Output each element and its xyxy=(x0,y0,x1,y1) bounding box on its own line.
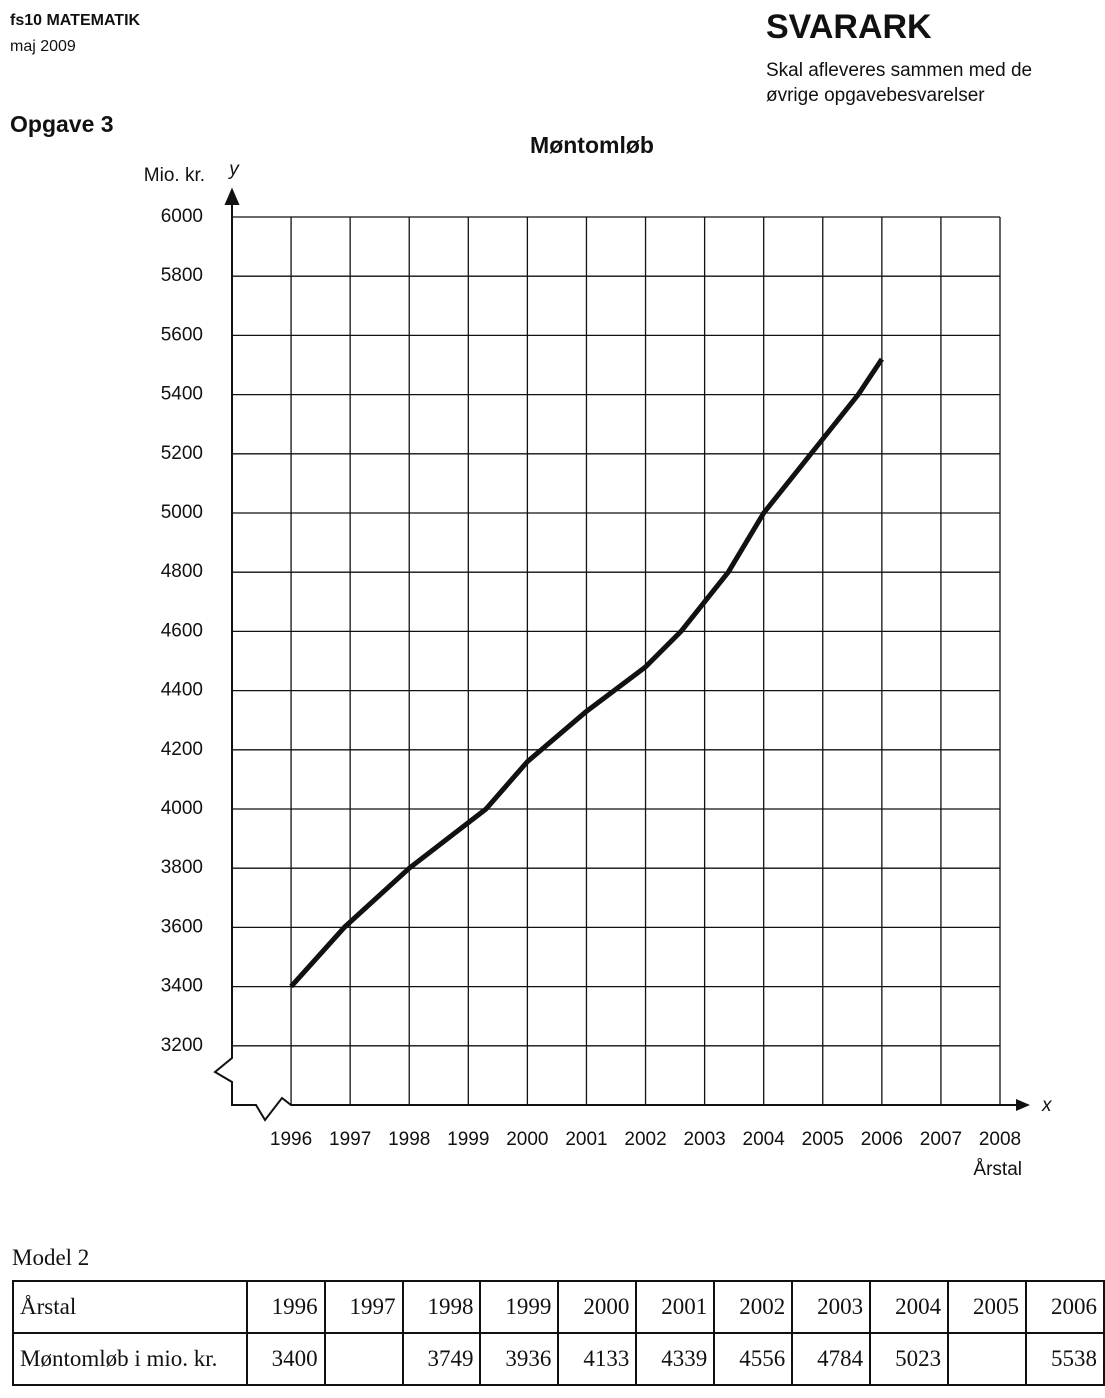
y-tick-label: 3800 xyxy=(161,857,203,878)
table-cell: 1999 xyxy=(479,1280,560,1334)
x-tick-label: 1998 xyxy=(388,1129,430,1150)
table-cell: 4556 xyxy=(713,1332,794,1386)
table-cell: 2001 xyxy=(635,1280,716,1334)
y-tick-label: 5400 xyxy=(161,384,203,405)
x-axis-name: x xyxy=(1041,1095,1053,1116)
chart-title: Møntomløb xyxy=(530,132,654,158)
y-axis xyxy=(224,187,240,1048)
table-cell xyxy=(947,1332,1027,1386)
table-cell: 3400 xyxy=(245,1332,326,1386)
table-cell: 2002 xyxy=(713,1280,794,1334)
note: Skal afleveres sammen med de xyxy=(766,60,1033,81)
y-tick-label: 3200 xyxy=(161,1035,203,1056)
date: maj 2009 xyxy=(10,38,76,55)
table-cell: Møntomløb i mio. kr. xyxy=(12,1332,248,1386)
y-tick-label: 6000 xyxy=(161,206,203,227)
table-cell: 5538 xyxy=(1025,1332,1105,1386)
task-title: Opgave 3 xyxy=(10,111,114,137)
x-tick-label: 2000 xyxy=(506,1129,548,1150)
x-tick-label: 2007 xyxy=(920,1129,962,1150)
x-axis xyxy=(213,1048,1016,1122)
x-tick-label: 2008 xyxy=(979,1129,1021,1150)
y-tick-label: 5000 xyxy=(161,502,203,523)
data-table: Årstal 1996 1997 1998 1999 2000 2001 2002 2003 20… xyxy=(12,1280,1105,1386)
y-tick-label: 4600 xyxy=(161,620,203,641)
table-cell: 3749 xyxy=(401,1332,482,1386)
table-cell: 4784 xyxy=(791,1332,872,1386)
table-cell: 2006 xyxy=(1025,1280,1105,1334)
y-axis-name: y xyxy=(227,159,240,180)
y-tick-label: 4000 xyxy=(161,798,203,819)
table-cell: 1997 xyxy=(323,1280,404,1334)
table-cell: 2003 xyxy=(791,1280,872,1334)
x-tick-label: 2004 xyxy=(743,1129,786,1150)
table-caption: Model 2 xyxy=(12,1245,90,1270)
table-row: Årstal 1996 1997 1998 1999 2000 2001 2002 2003 20… xyxy=(12,1280,1105,1334)
table-cell: 2000 xyxy=(557,1280,638,1334)
y-tick-label: 4400 xyxy=(161,680,203,701)
table-cell: 2004 xyxy=(869,1280,950,1334)
table-cell: 3936 xyxy=(479,1332,560,1386)
table-cell: 4133 xyxy=(557,1332,638,1386)
y-tick-label: 5200 xyxy=(161,443,203,464)
table-cell xyxy=(323,1332,404,1386)
table-cell: 2005 xyxy=(947,1280,1027,1334)
y-axis-label: Mio. kr. xyxy=(144,165,205,186)
x-tick-label: 2005 xyxy=(802,1129,844,1150)
y-tick-label: 3600 xyxy=(161,916,203,937)
x-tick-label: 1997 xyxy=(329,1129,371,1150)
note: øvrige opgavebesvarelser xyxy=(766,85,985,106)
y-tick-label: 3400 xyxy=(161,976,203,997)
y-tick-label: 4800 xyxy=(161,561,203,582)
data-line xyxy=(289,357,884,989)
x-tick-label: 2002 xyxy=(624,1129,666,1150)
y-tick-label: 4200 xyxy=(161,739,203,760)
x-tick-label: 1996 xyxy=(270,1129,312,1150)
y-tick-label: 5600 xyxy=(161,324,203,345)
table-cell: 4339 xyxy=(635,1332,716,1386)
y-tick-label: 5800 xyxy=(161,265,203,286)
x-tick-label: 2001 xyxy=(565,1129,607,1150)
x-axis-label: Årstal xyxy=(973,1159,1022,1180)
x-tick-label: 2003 xyxy=(683,1129,725,1150)
table-cell: 5023 xyxy=(869,1332,950,1386)
table-cell: 1996 xyxy=(245,1280,326,1334)
sheet-title: SVARARK xyxy=(766,8,932,46)
x-tick-label: 1999 xyxy=(447,1129,489,1150)
table-cell: 1998 xyxy=(401,1280,482,1334)
subject: fs10 MATEMATIK xyxy=(10,12,141,29)
x-axis-arrow xyxy=(1016,1099,1030,1111)
x-tick-label: 2006 xyxy=(861,1129,903,1150)
chart: Møntomløb Mio. kr. y Årstal x 3200 3400 36… xyxy=(144,132,1053,1180)
table-cell: Årstal xyxy=(12,1280,248,1334)
table-row: Møntomløb i mio. kr. 3400 3749 3936 4133 4339… xyxy=(12,1332,1105,1386)
